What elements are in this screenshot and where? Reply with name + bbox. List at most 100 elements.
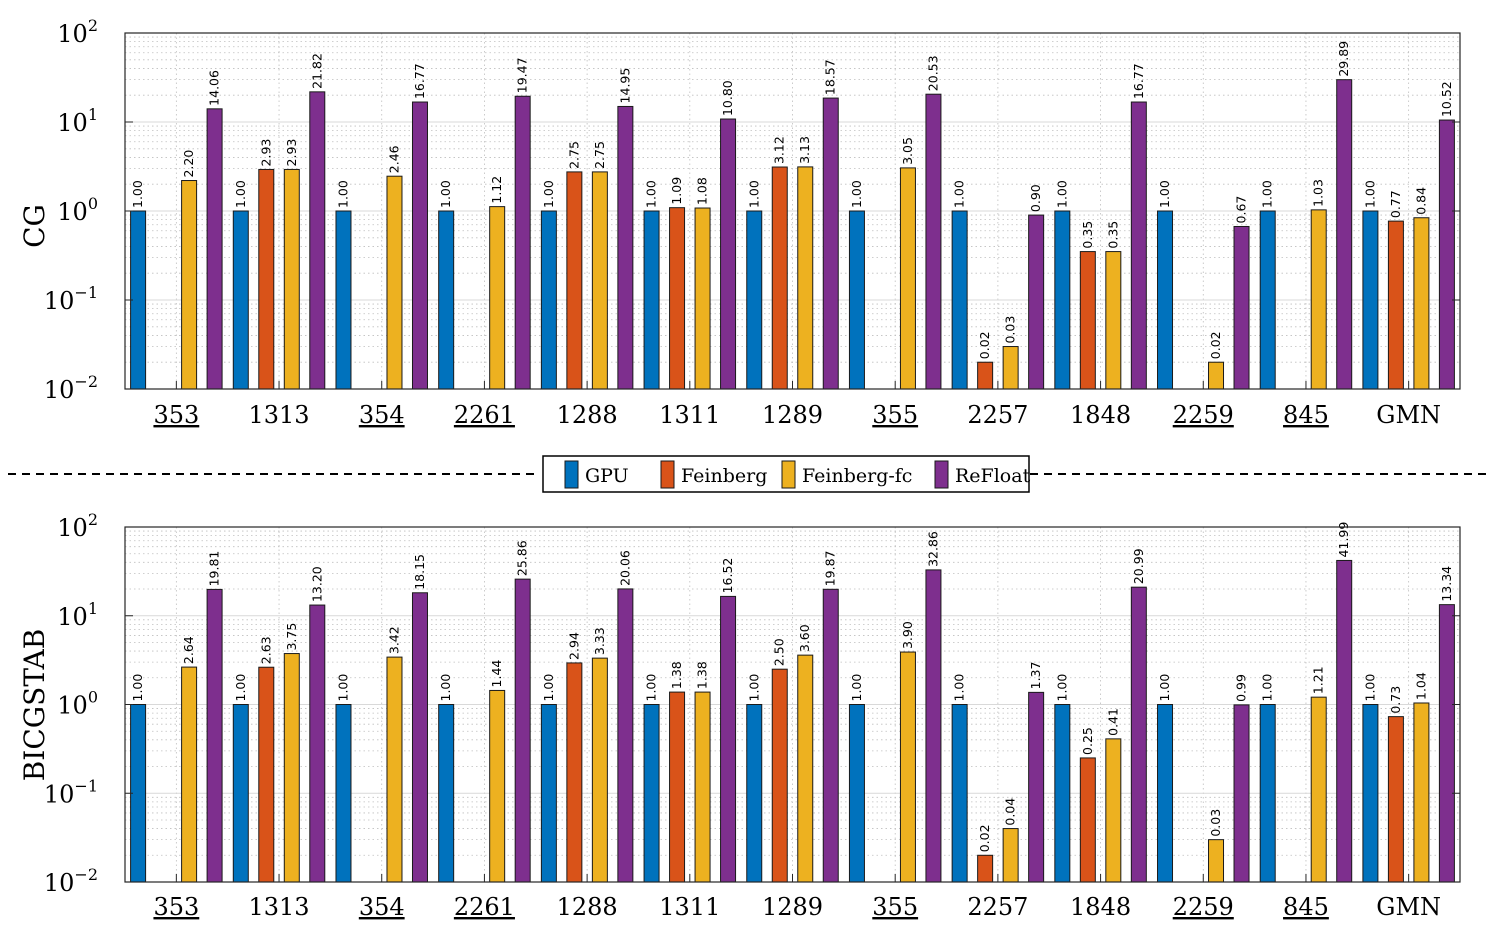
data-label: 1.38 [695,661,710,689]
x-tick-label-GMN: GMN [1376,893,1441,921]
data-label: 2.75 [566,141,581,169]
y-tick-base: 10 [57,20,88,48]
x-tick-label-845: 845 [1283,401,1329,429]
x-tick-label-355: 355 [872,401,918,429]
x-tick-label-355: 355 [872,893,918,921]
data-label: 2.50 [772,638,787,666]
y-tick-exponent: −2 [74,372,98,391]
data-label: 1.00 [644,674,659,702]
data-label: 0.90 [1028,184,1043,212]
bar-feinberg-1289 [771,668,788,883]
data-label: 1.00 [130,180,145,208]
bar-gpu-1288 [540,704,557,883]
data-label: 1.04 [1413,672,1428,700]
y-tick-base: 10 [44,780,75,808]
data-label: 16.52 [720,558,735,594]
bar-gpu-1311 [643,704,660,883]
y-tick-base: 10 [57,603,88,631]
y-tick-exponent: −2 [74,865,98,884]
y-tick-exponent: 0 [88,194,98,213]
data-label: 2.63 [258,636,273,664]
cg-panel: 1.00 1.00 1.00 1.00 1.00 1.00 1.00 1.00 1.00 1.00… [18,16,1461,429]
data-label: 3.05 [900,137,915,165]
bar-refloat-354 [411,592,428,883]
legend-label-refloat: ReFloat [955,465,1031,487]
data-label: 2.46 [386,145,401,173]
y-tick-label: 10−2 [44,372,98,404]
x-tick-label-2261: 2261 [454,401,515,429]
bar-gpu-354 [335,210,352,390]
bar-feinberg-1848 [1079,251,1096,390]
bar-gpu-2261 [438,704,455,883]
y-tick-base: 10 [44,869,75,897]
data-label: 13.34 [1439,566,1454,602]
bar-gpu-354 [335,704,352,883]
data-label: 1.21 [1311,666,1326,694]
data-label: 14.95 [617,68,632,104]
y-tick-label: 10−2 [44,865,98,897]
y-tick-base: 10 [57,514,88,542]
data-label: 0.03 [1208,809,1223,837]
data-label: 19.81 [207,551,222,587]
y-tick-label: 10−1 [44,283,98,315]
bar-gpu-1848 [1054,704,1071,883]
data-label: 29.89 [1336,41,1351,77]
x-tick-label-2257: 2257 [967,401,1028,429]
bar-gpu-2257 [951,210,968,390]
data-label: 3.75 [284,623,299,651]
data-label: 18.57 [823,59,838,95]
data-label: 1.00 [849,180,864,208]
bar-gpu-2261 [438,210,455,390]
bar-refloat-354 [411,101,428,390]
legend-swatch-refloat [934,460,949,489]
bar-refloat-353 [206,588,223,883]
bar-refloat-1313 [309,604,326,883]
bar-refloat-2257 [1028,691,1045,883]
bar-gpu-GMN [1362,704,1379,883]
data-label: 19.87 [823,550,838,586]
bar-feinberg-fc-353 [181,666,198,883]
data-label: 1.00 [335,180,350,208]
bar-feinberg-fc-1289 [797,166,814,390]
bar-feinberg-fc-GMN [1413,217,1430,390]
data-label: 21.82 [309,53,324,89]
bar-feinberg-2257 [977,361,994,390]
bar-refloat-1311 [720,118,737,390]
legend-swatch-feinberg [660,460,675,489]
bar-gpu-1311 [643,210,660,390]
y-axis-label: BICGSTAB [18,629,51,782]
data-label: 0.02 [977,331,992,359]
bar-gpu-2259 [1157,210,1174,390]
bar-refloat-1311 [720,595,737,883]
data-label: 0.04 [1003,798,1018,826]
bar-feinberg-fc-2259 [1208,839,1225,883]
data-label: 1.00 [438,674,453,702]
data-label: 1.00 [335,674,350,702]
data-label: 16.77 [412,63,427,99]
x-tick-label-1848: 1848 [1070,401,1131,429]
data-label: 1.44 [489,660,504,688]
bar-feinberg-1311 [669,691,686,883]
y-tick-label: 100 [57,688,98,720]
bar-gpu-2259 [1157,704,1174,883]
bar-refloat-355 [925,569,942,883]
data-label: 0.25 [1080,727,1095,755]
data-label: 1.00 [849,674,864,702]
x-tick-label-353: 353 [153,401,199,429]
bar-feinberg-fc-355 [899,167,916,390]
bar-feinberg-fc-1313 [283,653,300,883]
bar-feinberg-GMN [1387,716,1404,883]
bar-gpu-355 [848,704,865,883]
data-label: 20.99 [1131,548,1146,584]
bar-feinberg-fc-2257 [1002,828,1019,883]
data-label: 0.35 [1105,221,1120,249]
y-tick-exponent: 2 [88,16,98,35]
bar-feinberg-fc-GMN [1413,702,1430,883]
x-tick-label-2261: 2261 [454,893,515,921]
data-label: 18.15 [412,554,427,590]
data-label: 16.77 [1131,63,1146,99]
data-label: 2.64 [181,636,196,664]
bar-feinberg-1288 [566,171,583,390]
bar-feinberg-fc-1848 [1105,738,1122,883]
